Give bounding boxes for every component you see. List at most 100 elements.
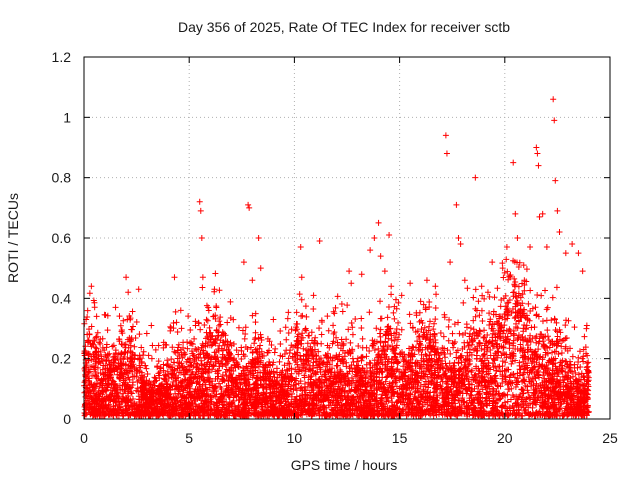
data-point xyxy=(92,392,99,399)
data-point xyxy=(199,412,206,419)
data-point xyxy=(469,338,476,345)
data-point xyxy=(427,344,434,351)
data-point xyxy=(119,370,126,377)
data-point xyxy=(564,412,571,419)
data-point xyxy=(499,379,506,386)
data-point xyxy=(472,378,479,385)
data-point xyxy=(430,412,437,419)
data-point xyxy=(203,350,210,357)
data-point xyxy=(286,378,293,385)
data-point xyxy=(117,375,124,382)
data-point xyxy=(536,388,543,395)
data-point xyxy=(129,406,136,413)
data-point xyxy=(124,397,131,404)
data-point xyxy=(244,400,251,407)
data-point xyxy=(293,393,300,400)
data-point xyxy=(438,385,445,392)
data-point xyxy=(405,375,412,382)
data-point xyxy=(167,393,174,400)
data-point xyxy=(495,349,502,356)
data-point xyxy=(401,376,408,383)
data-point xyxy=(179,364,186,371)
data-point xyxy=(363,408,370,415)
data-point xyxy=(383,374,390,381)
data-point xyxy=(211,392,218,399)
data-point xyxy=(135,388,142,395)
data-point xyxy=(177,369,184,376)
data-point xyxy=(364,380,371,387)
data-point xyxy=(551,370,558,377)
data-point xyxy=(337,358,344,365)
data-point xyxy=(415,406,422,413)
data-point xyxy=(555,370,562,377)
data-point xyxy=(522,353,529,360)
data-point xyxy=(301,391,308,398)
data-point xyxy=(382,365,389,372)
data-point xyxy=(355,399,362,406)
data-point xyxy=(267,373,274,380)
data-point xyxy=(251,364,258,371)
data-point xyxy=(98,399,105,406)
data-point xyxy=(492,372,499,379)
data-point xyxy=(499,402,506,409)
data-point xyxy=(424,395,431,402)
data-point xyxy=(426,408,433,415)
data-point xyxy=(476,380,483,387)
data-point xyxy=(415,394,422,401)
data-point xyxy=(235,391,242,398)
data-point xyxy=(390,388,397,395)
data-point xyxy=(263,385,270,392)
data-point xyxy=(558,359,565,366)
data-point xyxy=(116,375,123,382)
data-point xyxy=(488,381,495,388)
data-point xyxy=(471,411,478,418)
data-point xyxy=(325,402,332,409)
data-point xyxy=(215,380,222,387)
data-point xyxy=(241,390,248,397)
data-point xyxy=(215,367,222,374)
data-point xyxy=(502,376,509,383)
data-point xyxy=(83,392,90,399)
data-point xyxy=(93,380,100,387)
data-point xyxy=(356,405,363,412)
data-point xyxy=(378,368,385,375)
data-point xyxy=(334,404,341,411)
data-point xyxy=(271,404,278,411)
data-point xyxy=(520,328,527,335)
data-point xyxy=(504,333,511,340)
data-point xyxy=(288,365,295,372)
data-point xyxy=(432,385,439,392)
data-point xyxy=(394,389,401,396)
data-point xyxy=(508,379,515,386)
data-point xyxy=(499,330,506,337)
data-point xyxy=(531,370,538,377)
data-point xyxy=(564,406,571,413)
data-point xyxy=(303,351,310,358)
data-point xyxy=(341,393,348,400)
data-point xyxy=(225,392,232,399)
data-point xyxy=(539,381,546,388)
data-point xyxy=(392,408,399,415)
data-point xyxy=(394,404,401,411)
data-point xyxy=(302,400,309,407)
data-point xyxy=(153,411,160,418)
data-point xyxy=(102,362,109,369)
data-point xyxy=(514,312,521,319)
data-point xyxy=(83,385,90,392)
data-point xyxy=(161,376,168,383)
data-point xyxy=(497,383,504,390)
data-point xyxy=(396,377,403,384)
data-point xyxy=(474,376,481,383)
data-point xyxy=(491,377,498,384)
data-point xyxy=(514,395,521,402)
data-point xyxy=(396,393,403,400)
data-point xyxy=(199,347,206,354)
data-point xyxy=(324,387,331,394)
data-point xyxy=(560,386,567,393)
data-point xyxy=(160,412,167,419)
data-point xyxy=(230,381,237,388)
data-point xyxy=(442,398,449,405)
data-point xyxy=(403,386,410,393)
data-point xyxy=(130,395,137,402)
data-point xyxy=(447,411,454,418)
